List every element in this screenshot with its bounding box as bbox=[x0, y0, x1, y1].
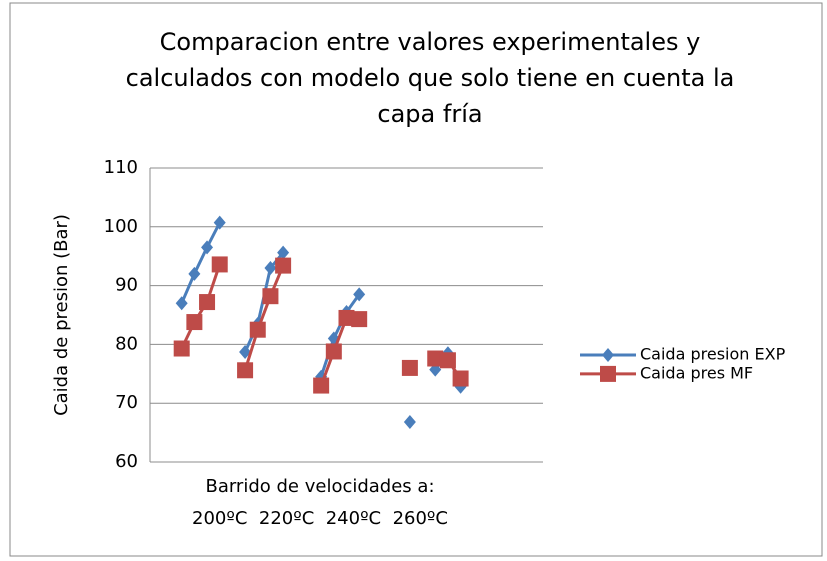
chart-title: Comparacion entre valores experimentales… bbox=[125, 28, 735, 128]
data-point bbox=[351, 311, 368, 328]
data-point bbox=[353, 287, 366, 302]
y-tick-label: 110 bbox=[104, 157, 138, 178]
y-tick-label: 100 bbox=[104, 216, 138, 237]
data-point bbox=[452, 370, 469, 387]
data-point bbox=[249, 321, 266, 338]
data-point bbox=[338, 309, 355, 326]
legend-label: Caida presion EXP bbox=[640, 345, 786, 364]
data-point bbox=[173, 340, 190, 357]
y-axis-label: Caida de presion (Bar) bbox=[51, 214, 72, 416]
data-point bbox=[239, 345, 252, 360]
y-tick-label: 80 bbox=[115, 333, 138, 354]
data-point bbox=[188, 266, 201, 281]
data-point bbox=[403, 415, 416, 430]
data-point bbox=[277, 245, 290, 260]
x-axis-label: 200ºC 220ºC 240ºC 260ºC bbox=[192, 508, 448, 529]
data-point bbox=[213, 215, 226, 230]
legend-marker bbox=[600, 365, 616, 382]
series-line bbox=[180, 263, 462, 387]
data-point bbox=[199, 294, 216, 311]
data-point bbox=[262, 288, 279, 305]
x-axis-label: Barrido de velocidades a: bbox=[205, 476, 434, 497]
legend-label: Caida pres MF bbox=[640, 363, 753, 382]
data-point bbox=[401, 359, 418, 376]
y-tick-label: 60 bbox=[115, 451, 138, 472]
data-point bbox=[275, 257, 292, 274]
data-point bbox=[427, 350, 444, 367]
y-tick-label: 90 bbox=[115, 275, 138, 296]
chart-frame bbox=[9, 2, 823, 557]
data-point bbox=[237, 362, 254, 379]
data-point bbox=[325, 343, 342, 360]
data-point bbox=[175, 296, 188, 311]
data-point bbox=[313, 377, 330, 394]
series-line bbox=[180, 222, 463, 388]
legend-marker bbox=[602, 348, 614, 362]
data-point bbox=[264, 260, 277, 275]
data-point bbox=[211, 256, 228, 273]
data-point bbox=[439, 352, 456, 369]
data-point bbox=[201, 240, 214, 255]
data-point bbox=[186, 314, 203, 331]
y-tick-label: 70 bbox=[115, 392, 138, 413]
